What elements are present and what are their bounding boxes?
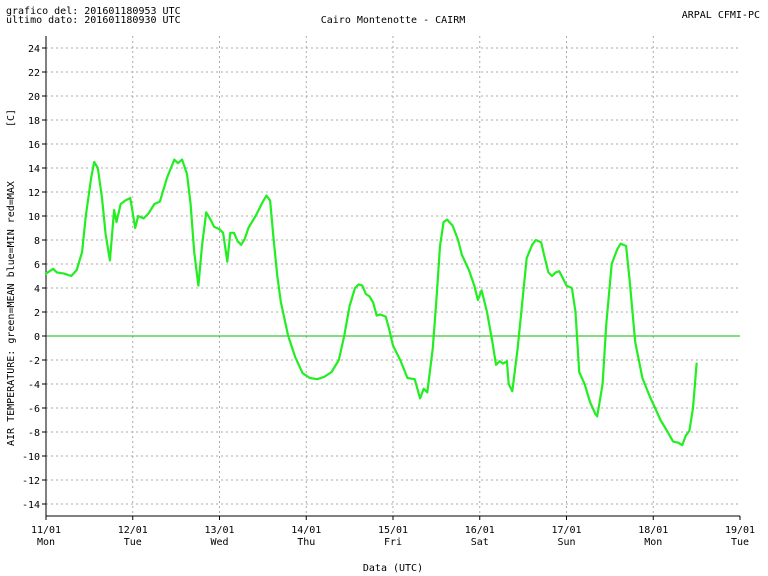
x-tick-day: Tue — [124, 537, 142, 548]
x-tick-date: 11/01 — [31, 525, 61, 536]
x-axis-label: Data (UTC) — [363, 563, 423, 574]
x-tick-day: Fri — [384, 537, 402, 548]
x-tick-date: 15/01 — [378, 525, 408, 536]
x-tick-date: 18/01 — [638, 525, 668, 536]
y-tick-label: -12 — [22, 476, 40, 487]
x-tick-date: 12/01 — [118, 525, 148, 536]
axes — [42, 36, 741, 520]
x-tick-labels: 11/01Mon12/01Tue13/01Wed14/01Thu15/01Fri… — [31, 525, 755, 548]
y-tick-label: -14 — [22, 500, 40, 511]
x-tick-date: 19/01 — [725, 525, 755, 536]
y-tick-label: 0 — [34, 332, 40, 343]
x-tick-date: 13/01 — [204, 525, 234, 536]
y-tick-label: -2 — [28, 356, 40, 367]
y-tick-label: 22 — [28, 68, 40, 79]
y-axis-unit: [C] — [6, 109, 17, 127]
station-title: Cairo Montenotte - CAIRM — [321, 15, 466, 26]
x-tick-day: Mon — [37, 537, 55, 548]
x-tick-day: Wed — [210, 537, 228, 548]
x-tick-day: Tue — [731, 537, 749, 548]
y-tick-label: -6 — [28, 404, 40, 415]
grid — [46, 36, 740, 516]
y-tick-label: 20 — [28, 92, 40, 103]
x-tick-day: Mon — [644, 537, 662, 548]
y-tick-label: -4 — [28, 380, 40, 391]
x-tick-day: Sat — [471, 537, 489, 548]
y-tick-label: -8 — [28, 428, 40, 439]
x-tick-date: 16/01 — [465, 525, 495, 536]
x-tick-date: 14/01 — [291, 525, 321, 536]
y-tick-label: 10 — [28, 212, 40, 223]
y-tick-label: -10 — [22, 452, 40, 463]
y-tick-label: 16 — [28, 140, 40, 151]
provider-label: ARPAL CFMI-PC — [682, 10, 760, 21]
y-tick-label: 14 — [28, 164, 40, 175]
series-layer — [44, 158, 698, 447]
y-tick-label: 6 — [34, 260, 40, 271]
generated-timestamp: grafico del: 201601180953 UTC — [6, 6, 181, 17]
y-tick-label: 24 — [28, 44, 40, 55]
y-axis-label: AIR TEMPERATURE: green=MEAN blue=MIN red… — [6, 181, 17, 446]
last-data-timestamp: ultimo dato: 201601180930 UTC — [6, 15, 181, 26]
x-tick-day: Sun — [557, 537, 575, 548]
y-tick-label: 12 — [28, 188, 40, 199]
y-tick-label: 2 — [34, 308, 40, 319]
series-line-mean — [44, 158, 698, 447]
y-tick-label: 8 — [34, 236, 40, 247]
y-tick-label: 18 — [28, 116, 40, 127]
x-tick-day: Thu — [297, 537, 315, 548]
y-tick-label: 4 — [34, 284, 40, 295]
x-tick-date: 17/01 — [551, 525, 581, 536]
